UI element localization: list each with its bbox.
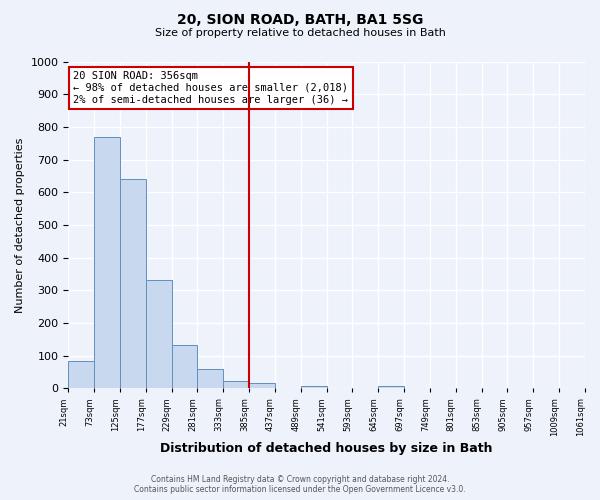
Bar: [249, 382, 275, 388]
Bar: [172, 345, 197, 389]
Text: Size of property relative to detached houses in Bath: Size of property relative to detached ho…: [155, 28, 445, 38]
Bar: [223, 381, 249, 388]
Bar: [120, 179, 146, 388]
Text: 20 SION ROAD: 356sqm
← 98% of detached houses are smaller (2,018)
2% of semi-det: 20 SION ROAD: 356sqm ← 98% of detached h…: [73, 72, 349, 104]
Bar: [197, 369, 223, 388]
Bar: [379, 386, 404, 388]
Y-axis label: Number of detached properties: Number of detached properties: [15, 138, 25, 312]
Text: Contains HM Land Registry data © Crown copyright and database right 2024.
Contai: Contains HM Land Registry data © Crown c…: [134, 474, 466, 494]
Text: 20, SION ROAD, BATH, BA1 5SG: 20, SION ROAD, BATH, BA1 5SG: [177, 12, 423, 26]
Bar: [301, 386, 326, 388]
X-axis label: Distribution of detached houses by size in Bath: Distribution of detached houses by size …: [160, 442, 493, 455]
Bar: [146, 280, 172, 388]
Bar: [68, 360, 94, 388]
Bar: [94, 136, 120, 388]
